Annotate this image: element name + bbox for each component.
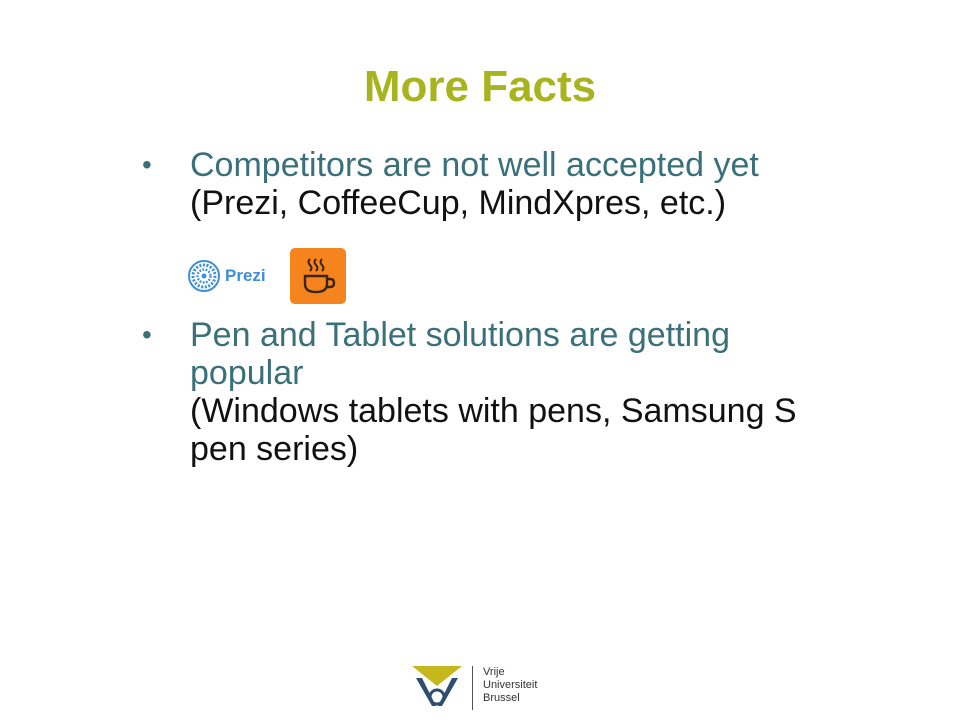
- competitor-logos: Prezi: [188, 248, 346, 304]
- footer-divider: [472, 666, 473, 710]
- coffeecup-logo: [289, 248, 346, 304]
- bullet-line: Pen and Tablet solutions are getting: [190, 316, 730, 354]
- bullet-symbol: •: [142, 319, 152, 350]
- university-name-line: Vrije: [483, 666, 505, 678]
- bullet-item: • Competitors are not well accepted yet …: [142, 146, 910, 222]
- university-name: Vrije Universiteit Brussel: [483, 664, 537, 705]
- bullet-line: pen series): [190, 430, 359, 468]
- prezi-logo-text: Prezi: [225, 266, 266, 285]
- bullet-line: (Windows tablets with pens, Samsung S: [190, 392, 797, 430]
- bullet-symbol: •: [142, 149, 152, 180]
- university-name-line: Brussel: [483, 692, 520, 704]
- vub-logo-icon: [412, 666, 462, 706]
- prezi-logo: Prezi: [188, 260, 266, 292]
- bullet-item: • Pen and Tablet solutions are getting p…: [142, 316, 910, 468]
- prezi-logo-icon: [188, 260, 220, 292]
- university-name-line: Universiteit: [483, 679, 538, 691]
- bullet-line: (Prezi, CoffeeCup, MindXpres, etc.): [190, 184, 727, 222]
- slide-title: More Facts: [363, 62, 597, 111]
- bullet-line: Competitors are not well accepted yet: [190, 146, 759, 184]
- coffee-cup-icon: [303, 258, 335, 294]
- bullet-line: popular: [190, 354, 304, 392]
- university-logo: Vrije Universiteit Brussel: [410, 664, 537, 712]
